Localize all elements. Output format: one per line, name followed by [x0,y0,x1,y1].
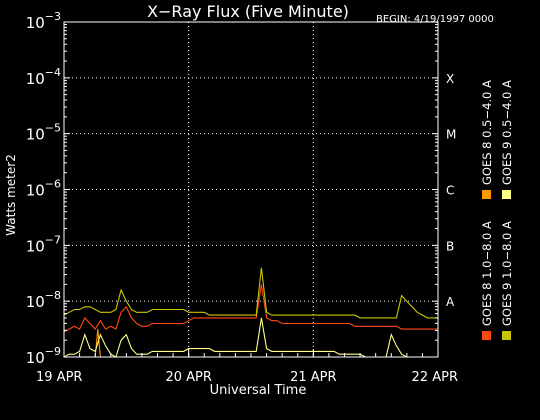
y-tick-label: 10−5 [26,122,61,144]
chart-title: X−Ray Flux (Five Minute) [147,2,349,21]
legend-label: GOES 8 0.5−4.0 A [480,80,494,185]
y-axis-title: Watts meter2 [4,154,18,236]
y-tick-label: 10−6 [26,178,61,200]
x-tick-label: 20 APR [165,370,211,385]
y-tick-label: 10−7 [26,233,61,255]
flare-class-label: B [446,239,454,253]
y-tick-label: 10−3 [26,10,61,32]
legend-label: GOES 8 1.0−8.0 A [480,221,494,326]
begin-label: BEGIN: 4/19/1997 0000 [376,14,494,25]
legend-swatch [482,190,491,199]
x-axis-title: Universal Time [210,383,307,398]
x-tick-label: 21 APR [290,370,336,385]
legend-label: GOES 9 0.5−4.0 A [500,80,514,185]
legend-label: GOES 9 1.0−8.0 A [500,221,514,326]
legend-swatch [502,331,511,340]
axis-layer: 10−3 10−4 10−5 10−6 10−7 10−8 10−9 X M C B A 19 APR 2… [26,10,458,385]
y-tick-label: 10−9 [26,345,61,367]
flare-class-label: C [446,184,454,198]
x-tick-label: 19 APR [36,370,82,385]
flare-class-label: X [446,72,454,86]
legend-swatch [482,331,491,340]
series-line [63,267,438,319]
series-line [63,284,438,333]
x-tick-label: 22 APR [412,370,458,385]
flare-class-label: M [446,128,456,142]
legend-swatch [502,190,511,199]
y-tick-label: 10−4 [26,66,61,88]
flare-class-label: A [446,295,455,309]
y-tick-label: 10−8 [26,289,61,311]
legend: GOES 8 0.5−4.0 A GOES 8 1.0−8.0 A GOES 9 0… [480,80,514,340]
